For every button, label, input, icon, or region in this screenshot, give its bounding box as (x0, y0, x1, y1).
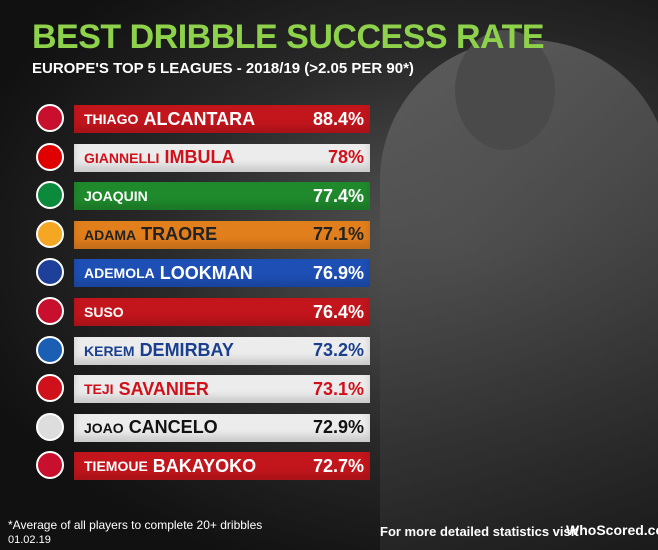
bar: TIEMOUE BAKAYOKO 72.7% (74, 452, 370, 481)
footnote: *Average of all players to complete 20+ … (8, 518, 263, 532)
player-row: TEJI SAVANIER 73.1% (36, 373, 370, 404)
player-row: ADEMOLA LOOKMAN 76.9% (36, 257, 370, 288)
date: 01.02.19 (8, 534, 51, 546)
cta: For more detailed statistics visit (380, 524, 579, 539)
brand: WhoScored.com (566, 522, 658, 538)
club-badge (36, 374, 64, 403)
last-name: BAKAYOKO (152, 455, 257, 476)
club-badge (36, 412, 64, 441)
player-row: SUSO 76.4% (36, 296, 370, 326)
first-name: THIAGO (84, 111, 139, 127)
club-badge (36, 335, 64, 364)
player-head (455, 30, 555, 150)
player-row: KEREM DEMIRBAY 73.2% (36, 335, 370, 365)
club-badge (36, 451, 64, 480)
first-name: SUSO (84, 304, 124, 320)
last-name: DEMIRBAY (139, 340, 234, 361)
bar: JOAO CANCELO 72.9% (74, 413, 370, 442)
last-name: CANCELO (128, 417, 218, 438)
first-name: TEJI (84, 381, 114, 398)
subtitle: EUROPE'S TOP 5 LEAGUES - 2018/19 (>2.05 … (32, 60, 414, 77)
last-name: SAVANIER (118, 378, 209, 399)
player-row: JOAO CANCELO 72.9% (36, 412, 370, 442)
value: 77.4% (312, 185, 364, 206)
player-row: ADAMA TRAORE 77.1% (36, 219, 370, 249)
value: 88.4% (312, 108, 364, 129)
club-badge (36, 258, 64, 287)
first-name: ADAMA (84, 226, 137, 243)
first-name: KEREM (84, 342, 135, 359)
value: 72.7% (312, 455, 364, 476)
last-name: TRAORE (141, 224, 218, 245)
club-badge (36, 142, 64, 171)
last-name: LOOKMAN (159, 262, 253, 283)
bar: SUSO 76.4% (74, 298, 370, 326)
player-row: TIEMOUE BAKAYOKO 72.7% (36, 450, 370, 481)
bar: THIAGO ALCANTARA 88.4% (74, 105, 370, 133)
bar: TEJI SAVANIER 73.1% (74, 375, 370, 404)
value: 73.2% (312, 340, 364, 361)
value: 77.1% (312, 224, 364, 245)
last-name: IMBULA (164, 147, 235, 168)
first-name: GIANNELLI (84, 149, 160, 166)
first-name: JOAO (84, 419, 124, 436)
first-name: TIEMOUE (84, 458, 148, 475)
player-row: JOAQUIN 77.4% (36, 180, 370, 211)
last-name: ALCANTARA (143, 108, 256, 129)
bar: KEREM DEMIRBAY 73.2% (74, 336, 370, 365)
player-row: THIAGO ALCANTARA 88.4% (36, 103, 370, 133)
value: 76.9% (312, 262, 364, 283)
club-badge (36, 297, 64, 325)
value: 73.1% (312, 378, 364, 399)
bar: ADEMOLA LOOKMAN 76.9% (74, 259, 370, 288)
bar: GIANNELLI IMBULA 78% (74, 143, 370, 172)
value: 78% (327, 147, 364, 168)
title: BEST DRIBBLE SUCCESS RATE (32, 18, 545, 56)
bar: ADAMA TRAORE 77.1% (74, 220, 370, 249)
club-badge (36, 219, 64, 248)
player-row: GIANNELLI IMBULA 78% (36, 142, 370, 172)
value: 72.9% (312, 417, 364, 438)
club-badge (36, 181, 64, 210)
value: 76.4% (312, 301, 364, 322)
club-badge (36, 104, 64, 132)
bar: JOAQUIN 77.4% (74, 182, 370, 211)
first-name: ADEMOLA (84, 265, 155, 282)
first-name: JOAQUIN (84, 188, 148, 205)
